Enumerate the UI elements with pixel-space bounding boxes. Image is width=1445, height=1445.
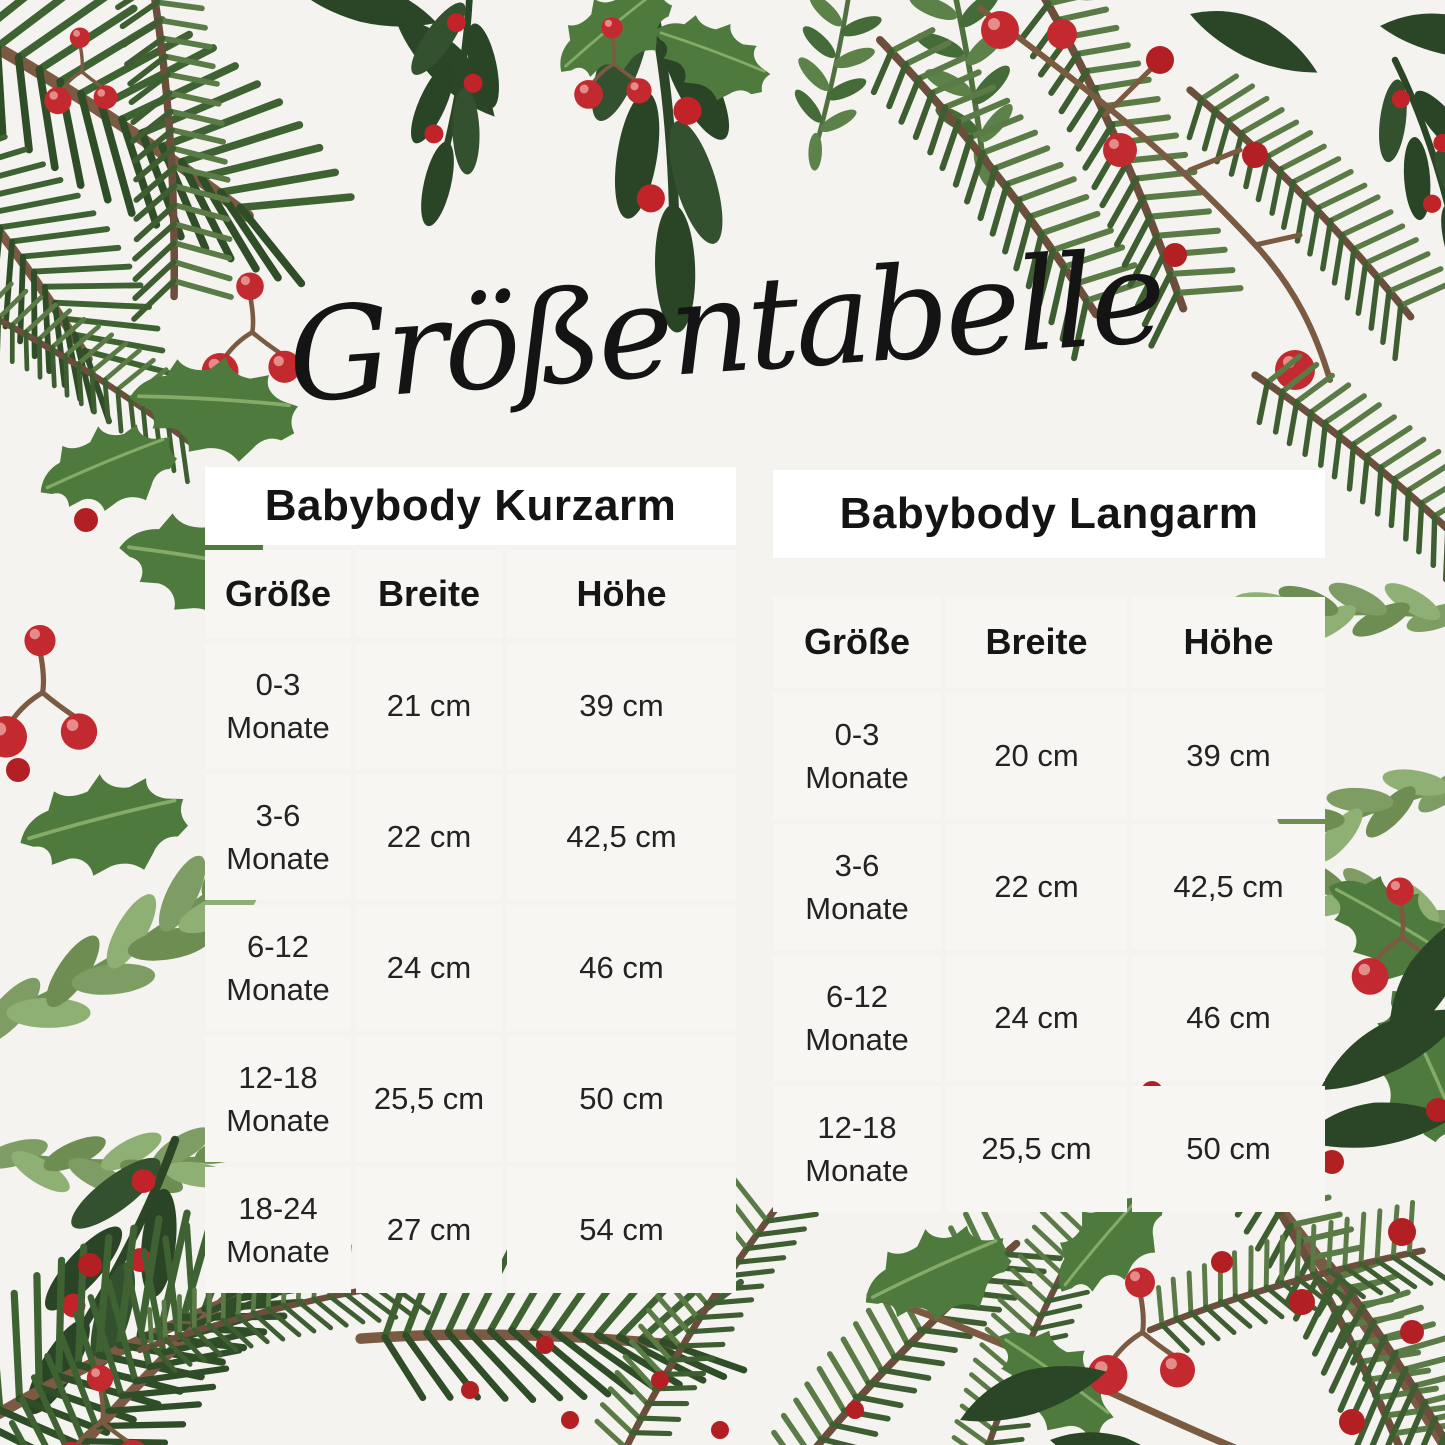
cell-text: 6-12 Monate — [805, 978, 909, 1057]
table-cell-hoehe: 42,5 cm — [507, 774, 736, 900]
dark-leaf-icon — [1286, 0, 1428, 5]
cell-text: 3-6 Monate — [805, 847, 909, 926]
column-header-hoehe: Höhe — [1132, 597, 1325, 688]
table-cell-size: 0-3 Monate — [205, 643, 351, 769]
column-header-groesse: Größe — [773, 597, 941, 688]
table-cell-size: 0-3 Monate — [773, 693, 941, 819]
table-cell-size: 12-18 Monate — [773, 1086, 941, 1212]
table-cell-size: 6-12 Monate — [773, 955, 941, 1081]
berry-branch-icon — [977, 5, 1333, 390]
dark-leaf-icon — [1184, 0, 1327, 91]
mistletoe-sprig-icon — [376, 0, 525, 236]
holly-leaf-icon — [9, 758, 197, 893]
cell-text: 0-3 Monate — [805, 716, 909, 795]
table-cell-hoehe: 46 cm — [507, 905, 736, 1031]
cell-text: 12-18 Monate — [805, 1109, 909, 1188]
size-table-langarm: Babybody Langarm Größe Breite Höhe 0-3 M… — [773, 470, 1325, 1212]
column-header-breite: Breite — [946, 597, 1127, 688]
table-title: Babybody Kurzarm — [205, 467, 736, 545]
table-cell-breite: 21 cm — [356, 643, 502, 769]
column-header-hoehe: Höhe — [507, 550, 736, 638]
berry-dot-icon — [74, 508, 98, 532]
cell-text: 3-6 Monate — [226, 797, 330, 876]
table-cell-hoehe: 54 cm — [507, 1167, 736, 1293]
table-cell-size: 18-24 Monate — [205, 1167, 351, 1293]
table-cell-breite: 22 cm — [946, 824, 1127, 950]
berry-dot-icon — [6, 758, 30, 782]
size-grid: Größe Breite Höhe 0-3 Monate 21 cm 39 cm… — [205, 550, 736, 1293]
table-cell-hoehe: 39 cm — [507, 643, 736, 769]
table-cell-hoehe: 42,5 cm — [1132, 824, 1325, 950]
table-cell-breite: 20 cm — [946, 693, 1127, 819]
table-cell-hoehe: 39 cm — [1132, 693, 1325, 819]
berry-dot-icon — [78, 1253, 102, 1277]
dark-leaf-icon — [1377, 0, 1445, 72]
table-cell-breite: 27 cm — [356, 1167, 502, 1293]
column-header-groesse: Größe — [205, 550, 351, 638]
cell-text: 18-24 Monate — [226, 1190, 330, 1269]
table-cell-size: 6-12 Monate — [205, 905, 351, 1031]
table-title: Babybody Langarm — [773, 470, 1325, 558]
table-cell-breite: 22 cm — [356, 774, 502, 900]
table-cell-size: 3-6 Monate — [773, 824, 941, 950]
cell-text: 12-18 Monate — [226, 1059, 330, 1138]
size-table-kurzarm: Babybody Kurzarm Größe Breite Höhe 0-3 M… — [205, 467, 736, 1293]
table-cell-hoehe: 50 cm — [507, 1036, 736, 1162]
table-cell-size: 12-18 Monate — [205, 1036, 351, 1162]
berry-cluster-icon — [0, 625, 97, 758]
column-header-breite: Breite — [356, 550, 502, 638]
berry-dots-icon — [461, 1336, 864, 1439]
cell-text: 6-12 Monate — [226, 928, 330, 1007]
table-cell-size: 3-6 Monate — [205, 774, 351, 900]
table-cell-breite: 25,5 cm — [356, 1036, 502, 1162]
table-cell-breite: 24 cm — [946, 955, 1127, 1081]
table-cell-breite: 24 cm — [356, 905, 502, 1031]
table-cell-hoehe: 46 cm — [1132, 955, 1325, 1081]
berry-cluster-icon — [1088, 1268, 1196, 1396]
table-cell-breite: 25,5 cm — [946, 1086, 1127, 1212]
cell-text: 0-3 Monate — [226, 666, 330, 745]
size-grid: Größe Breite Höhe 0-3 Monate 20 cm 39 cm… — [773, 597, 1325, 1212]
table-cell-hoehe: 50 cm — [1132, 1086, 1325, 1212]
